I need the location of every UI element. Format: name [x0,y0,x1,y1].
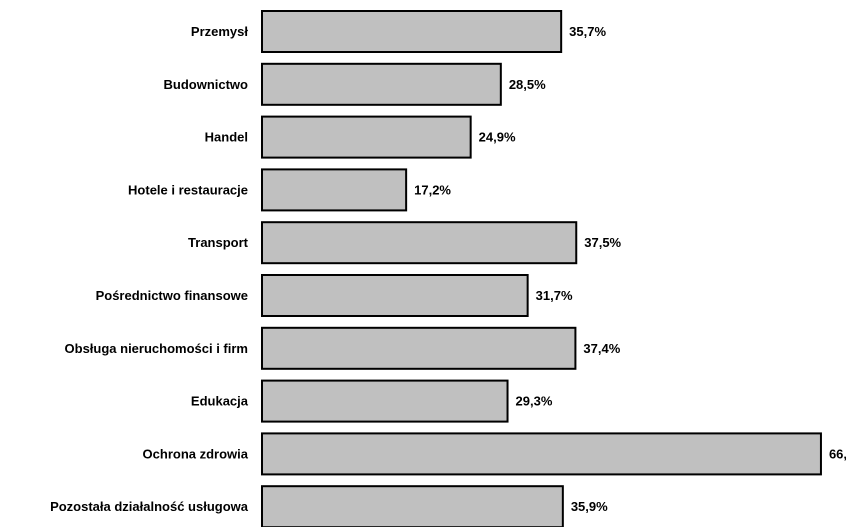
bar [261,485,564,529]
value-label: 35,9% [571,499,608,514]
category-label: Przemysł [191,24,248,39]
value-label: 29,3% [516,394,553,409]
category-label: Handel [205,130,248,145]
category-label: Hotele i restauracje [128,182,248,197]
category-label: Transport [188,235,249,250]
bar [261,326,577,370]
category-label: Pozostała działalność usługowa [50,499,249,514]
value-label: 35,7% [569,24,606,39]
bar [261,274,529,317]
value-label: 37,4% [583,341,620,356]
bar [261,432,822,476]
bar [261,62,502,106]
value-label: 24,9% [479,130,516,145]
value-label: 66,7% [829,446,846,461]
bar [261,168,408,212]
category-label: Edukacja [191,394,249,409]
bar [261,115,472,159]
bar [261,221,578,265]
category-label: Pośrednictwo finansowe [96,288,248,303]
category-label: Obsługa nieruchomości i firm [65,341,248,356]
value-label: 28,5% [509,77,546,92]
bars-group [261,10,822,529]
value-labels-group: 35,7% 28,5% 24,9% 17,2% 37,5% 31,7% 37,4% 29,3%… [414,24,846,514]
category-labels-group: Przemysł Budownictwo Handel Hotele i restau… [50,24,249,514]
bar [261,379,509,423]
value-label: 17,2% [414,182,451,197]
value-label: 31,7% [536,288,573,303]
category-label: Budownictwo [164,77,249,92]
value-label: 37,5% [584,235,621,250]
bar [261,10,563,53]
category-label: Ochrona zdrowia [143,446,249,461]
